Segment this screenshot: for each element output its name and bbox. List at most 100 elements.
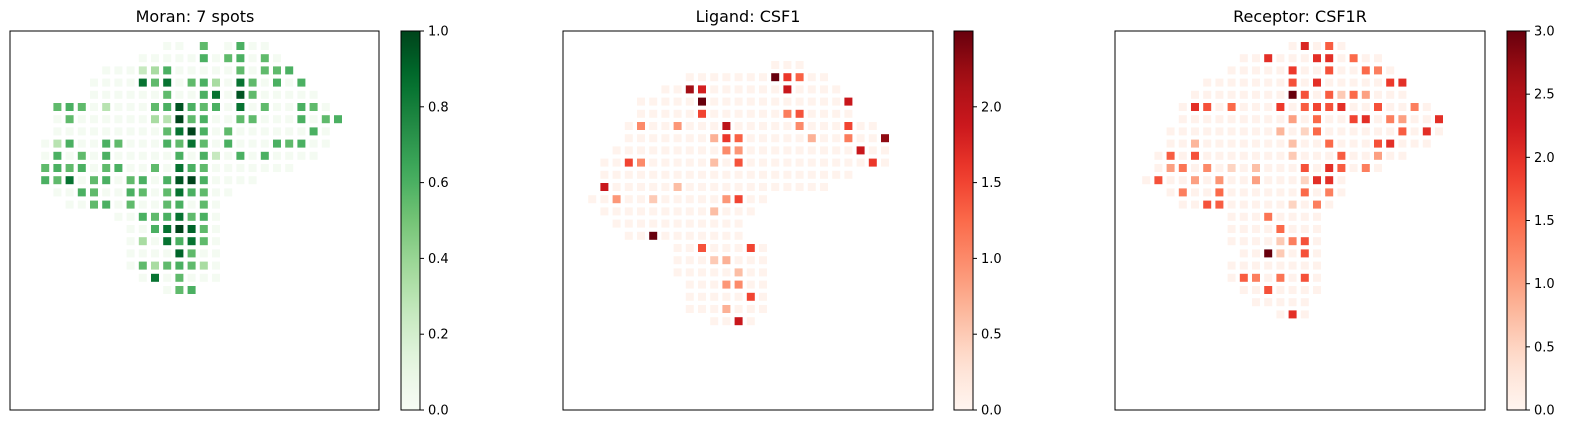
spot bbox=[1227, 212, 1236, 221]
spot bbox=[1178, 115, 1187, 124]
spot bbox=[1252, 54, 1260, 63]
spot bbox=[175, 176, 184, 185]
spot bbox=[163, 261, 172, 270]
spot bbox=[187, 103, 196, 111]
spot bbox=[624, 158, 633, 167]
spot bbox=[1227, 176, 1236, 185]
spot bbox=[199, 212, 208, 221]
spot bbox=[1276, 66, 1285, 75]
spot bbox=[685, 268, 694, 277]
spot bbox=[151, 273, 159, 282]
spot bbox=[297, 127, 306, 136]
spot bbox=[1361, 54, 1370, 63]
spot bbox=[783, 73, 792, 82]
spot bbox=[1276, 151, 1285, 160]
spot bbox=[685, 146, 694, 155]
spot bbox=[759, 73, 767, 82]
spot bbox=[248, 42, 257, 50]
spot bbox=[1398, 103, 1407, 111]
spot bbox=[1215, 188, 1224, 197]
spot bbox=[1239, 200, 1248, 209]
spot bbox=[1300, 212, 1309, 221]
spot bbox=[1349, 66, 1358, 75]
spot bbox=[1252, 176, 1260, 185]
spot bbox=[637, 183, 645, 191]
spot bbox=[844, 158, 853, 167]
spot bbox=[710, 219, 719, 228]
spot bbox=[1191, 90, 1199, 99]
spot bbox=[1276, 127, 1285, 136]
spot bbox=[187, 54, 196, 63]
spot bbox=[1264, 151, 1273, 160]
colorbar-gradient bbox=[953, 30, 974, 411]
spot bbox=[759, 280, 767, 289]
spot bbox=[685, 109, 694, 118]
spot bbox=[187, 90, 196, 99]
spot bbox=[734, 244, 743, 252]
panel-title: Moran: 7 spots bbox=[136, 7, 255, 26]
spot bbox=[65, 103, 74, 111]
spot bbox=[685, 256, 694, 265]
spot bbox=[126, 115, 135, 124]
spot bbox=[53, 151, 62, 160]
spot bbox=[138, 164, 147, 172]
spot bbox=[126, 200, 135, 209]
spot bbox=[114, 115, 123, 124]
spot bbox=[1300, 237, 1309, 246]
spot bbox=[661, 146, 670, 155]
spot bbox=[1264, 127, 1273, 136]
spot bbox=[771, 73, 780, 82]
spot bbox=[138, 212, 147, 221]
spot bbox=[1386, 127, 1395, 136]
spot bbox=[163, 151, 172, 160]
spot bbox=[1252, 298, 1260, 307]
spot bbox=[163, 212, 172, 221]
spot bbox=[212, 225, 220, 233]
spot bbox=[1203, 90, 1212, 99]
spot bbox=[1361, 90, 1370, 99]
spot bbox=[1264, 237, 1273, 246]
spot bbox=[199, 200, 208, 209]
spot bbox=[224, 151, 233, 160]
spot bbox=[1288, 127, 1297, 136]
spot bbox=[698, 109, 706, 118]
spot bbox=[163, 286, 172, 294]
spot bbox=[1337, 127, 1346, 136]
spot bbox=[807, 158, 816, 167]
spot bbox=[722, 256, 731, 265]
spot bbox=[114, 78, 123, 87]
spot bbox=[138, 249, 147, 258]
spot bbox=[1337, 176, 1346, 185]
spot bbox=[673, 134, 682, 143]
spot bbox=[856, 134, 865, 143]
spot bbox=[710, 268, 719, 277]
spot bbox=[1288, 164, 1297, 172]
spot bbox=[1227, 151, 1236, 160]
spot bbox=[1264, 261, 1273, 270]
spot bbox=[1300, 249, 1309, 258]
colorbar-gradient bbox=[1506, 30, 1527, 411]
spot bbox=[722, 195, 731, 204]
spot bbox=[224, 176, 233, 185]
spot bbox=[1227, 66, 1236, 75]
spot bbox=[1288, 261, 1297, 270]
spot bbox=[212, 188, 220, 197]
spot bbox=[661, 183, 670, 191]
spot bbox=[1239, 273, 1248, 282]
spot bbox=[187, 286, 196, 294]
spot bbox=[248, 151, 257, 160]
spot bbox=[771, 97, 780, 106]
spot bbox=[102, 127, 111, 136]
spot bbox=[151, 261, 159, 270]
spot bbox=[1264, 78, 1273, 87]
spot bbox=[746, 280, 755, 289]
spot bbox=[1178, 164, 1187, 172]
spot bbox=[102, 78, 111, 87]
spot bbox=[236, 127, 245, 136]
spot bbox=[114, 127, 123, 136]
spot bbox=[710, 207, 719, 216]
spot bbox=[1227, 139, 1236, 148]
spot bbox=[1215, 127, 1224, 136]
spot bbox=[624, 219, 633, 228]
spot bbox=[1300, 225, 1309, 233]
